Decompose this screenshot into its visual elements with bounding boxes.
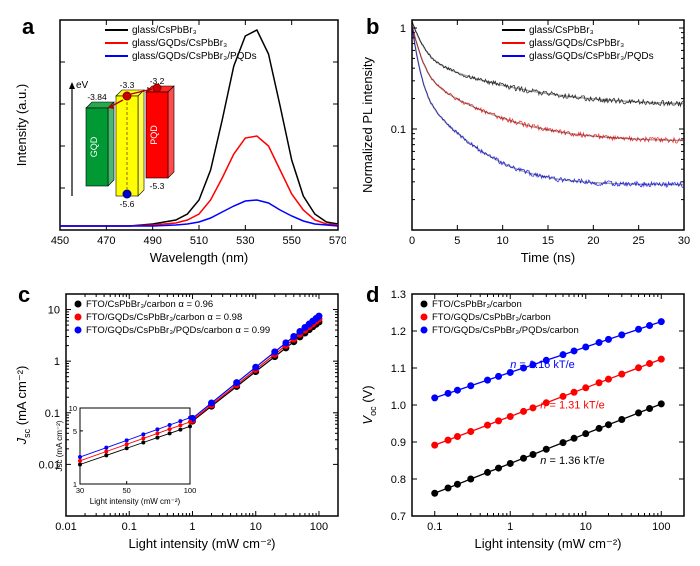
svg-text:glass/GQDs/CsPbBr₃/PQDs: glass/GQDs/CsPbBr₃/PQDs xyxy=(529,51,654,62)
svg-text:530: 530 xyxy=(236,235,254,247)
svg-text:FTO/GQDs/CsPbBr₃/PQDs/carbon α: FTO/GQDs/CsPbBr₃/PQDs/carbon α = 0.99 xyxy=(86,325,270,336)
svg-text:450: 450 xyxy=(51,235,69,247)
svg-text:100: 100 xyxy=(310,521,328,533)
svg-text:-5.6: -5.6 xyxy=(120,199,135,209)
svg-text:15: 15 xyxy=(542,235,554,247)
svg-text:10: 10 xyxy=(580,521,592,533)
svg-text:n = 1.31 kT/e: n = 1.31 kT/e xyxy=(540,400,605,412)
svg-text:FTO/GQDs/CsPbBr₃/carbon α = 0.: FTO/GQDs/CsPbBr₃/carbon α = 0.98 xyxy=(86,312,242,323)
panel-label-b: b xyxy=(366,14,379,40)
panel-label-a: a xyxy=(22,14,34,40)
svg-text:-5.3: -5.3 xyxy=(150,181,165,191)
svg-text:10: 10 xyxy=(497,235,509,247)
svg-text:glass/GQDs/CsPbBr₃: glass/GQDs/CsPbBr₃ xyxy=(529,38,624,49)
svg-text:glass/CsPbBr₃: glass/CsPbBr₃ xyxy=(529,25,594,36)
panel-d: d 0.1 1 10 100 0.7 0.8 0.9 1.0 1.1 1.2 1.3 Light in… xyxy=(354,278,692,558)
svg-text:1.1: 1.1 xyxy=(391,363,406,375)
svg-text:n = 1.36 kT/e: n = 1.36 kT/e xyxy=(540,455,605,467)
svg-text:-3.3: -3.3 xyxy=(120,80,135,90)
svg-text:30: 30 xyxy=(76,486,84,495)
panel-c: c 0.010.11101000.010.1110Light intensity… xyxy=(8,278,346,558)
svg-text:FTO/CsPbBr₃/carbon: FTO/CsPbBr₃/carbon xyxy=(432,299,522,310)
panel-a: a 450 470 490 510 530 550 570 Wavelength (nm) In… xyxy=(8,8,346,268)
panel-label-d: d xyxy=(366,282,379,308)
svg-text:10: 10 xyxy=(69,404,77,413)
svg-text:FTO/GQDs/CsPbBr₃/PQDs/carbon: FTO/GQDs/CsPbBr₃/PQDs/carbon xyxy=(432,325,579,336)
svg-text:25: 25 xyxy=(633,235,645,247)
svg-text:470: 470 xyxy=(97,235,115,247)
svg-text:Jsc (mA cm⁻²): Jsc (mA cm⁻²) xyxy=(55,420,64,471)
svg-text:Light intensity (mW cm⁻²): Light intensity (mW cm⁻²) xyxy=(129,536,276,551)
svg-text:100: 100 xyxy=(652,521,670,533)
svg-text:20: 20 xyxy=(587,235,599,247)
svg-text:10: 10 xyxy=(48,305,60,317)
svg-text:Light intensity (mW cm⁻²): Light intensity (mW cm⁻²) xyxy=(90,497,181,506)
svg-text:eV: eV xyxy=(76,80,89,91)
svg-text:1: 1 xyxy=(189,521,195,533)
svg-text:glass/GQDs/CsPbBr₃: glass/GQDs/CsPbBr₃ xyxy=(132,38,227,49)
svg-text:0.7: 0.7 xyxy=(391,511,406,523)
svg-text:30: 30 xyxy=(678,235,690,247)
chart-a: 450 470 490 510 530 550 570 Wavelength (nm) Inte… xyxy=(8,8,346,268)
svg-text:0.1: 0.1 xyxy=(122,521,137,533)
svg-text:PQD: PQD xyxy=(149,125,159,145)
svg-text:Jsc (mA cm⁻²): Jsc (mA cm⁻²) xyxy=(14,366,32,446)
svg-text:n = 1.16 kT/e: n = 1.16 kT/e xyxy=(510,359,575,371)
svg-text:Normalized PL intensity: Normalized PL intensity xyxy=(360,56,375,193)
chart-c: 0.010.11101000.010.1110Light intensity (… xyxy=(8,278,346,558)
svg-text:GQD: GQD xyxy=(89,136,99,157)
svg-text:glass/CsPbBr₃: glass/CsPbBr₃ xyxy=(132,25,197,36)
svg-text:Intensity (a.u.): Intensity (a.u.) xyxy=(14,84,29,166)
svg-text:FTO/CsPbBr₃/carbon α = 0.96: FTO/CsPbBr₃/carbon α = 0.96 xyxy=(86,299,213,310)
svg-text:1: 1 xyxy=(54,356,60,368)
svg-text:1: 1 xyxy=(73,480,77,489)
svg-text:1: 1 xyxy=(400,23,406,35)
svg-text:510: 510 xyxy=(190,235,208,247)
svg-text:-3.84: -3.84 xyxy=(87,92,107,102)
svg-text:Light intensity (mW cm⁻²): Light intensity (mW cm⁻²) xyxy=(475,536,622,551)
svg-text:550: 550 xyxy=(282,235,300,247)
svg-text:490: 490 xyxy=(143,235,161,247)
panel-label-c: c xyxy=(18,282,30,308)
svg-text:0.8: 0.8 xyxy=(391,474,406,486)
chart-b: 0 5 10 15 20 25 30 0.1 1 Time (ns) Normalized PL i… xyxy=(354,8,692,268)
panel-b: b 0 5 10 15 20 25 30 0.1 1 Time (ns) Normalized PL… xyxy=(354,8,692,268)
svg-text:10: 10 xyxy=(250,521,262,533)
svg-text:0: 0 xyxy=(409,235,415,247)
svg-text:Voc (V): Voc (V) xyxy=(360,385,378,424)
svg-text:1.3: 1.3 xyxy=(391,289,406,301)
chart-d: 0.1 1 10 100 0.7 0.8 0.9 1.0 1.1 1.2 1.3 Light inte… xyxy=(354,278,692,558)
svg-text:5: 5 xyxy=(454,235,460,247)
svg-text:0.1: 0.1 xyxy=(391,124,406,136)
svg-text:glass/GQDs/CsPbBr₃/PQDs: glass/GQDs/CsPbBr₃/PQDs xyxy=(132,51,257,62)
svg-text:0.01: 0.01 xyxy=(55,521,76,533)
svg-text:1.2: 1.2 xyxy=(391,326,406,338)
svg-text:Wavelength (nm): Wavelength (nm) xyxy=(150,250,249,265)
svg-text:100: 100 xyxy=(184,486,197,495)
svg-text:5: 5 xyxy=(73,427,77,436)
svg-text:50: 50 xyxy=(122,486,130,495)
svg-text:0.1: 0.1 xyxy=(45,408,60,420)
svg-text:FTO/GQDs/CsPbBr₃/carbon: FTO/GQDs/CsPbBr₃/carbon xyxy=(432,312,551,323)
svg-text:1: 1 xyxy=(507,521,513,533)
svg-text:0.9: 0.9 xyxy=(391,437,406,449)
svg-text:Time (ns): Time (ns) xyxy=(521,250,575,265)
svg-text:0.1: 0.1 xyxy=(427,521,442,533)
svg-text:1.0: 1.0 xyxy=(391,400,406,412)
svg-text:570: 570 xyxy=(329,235,346,247)
